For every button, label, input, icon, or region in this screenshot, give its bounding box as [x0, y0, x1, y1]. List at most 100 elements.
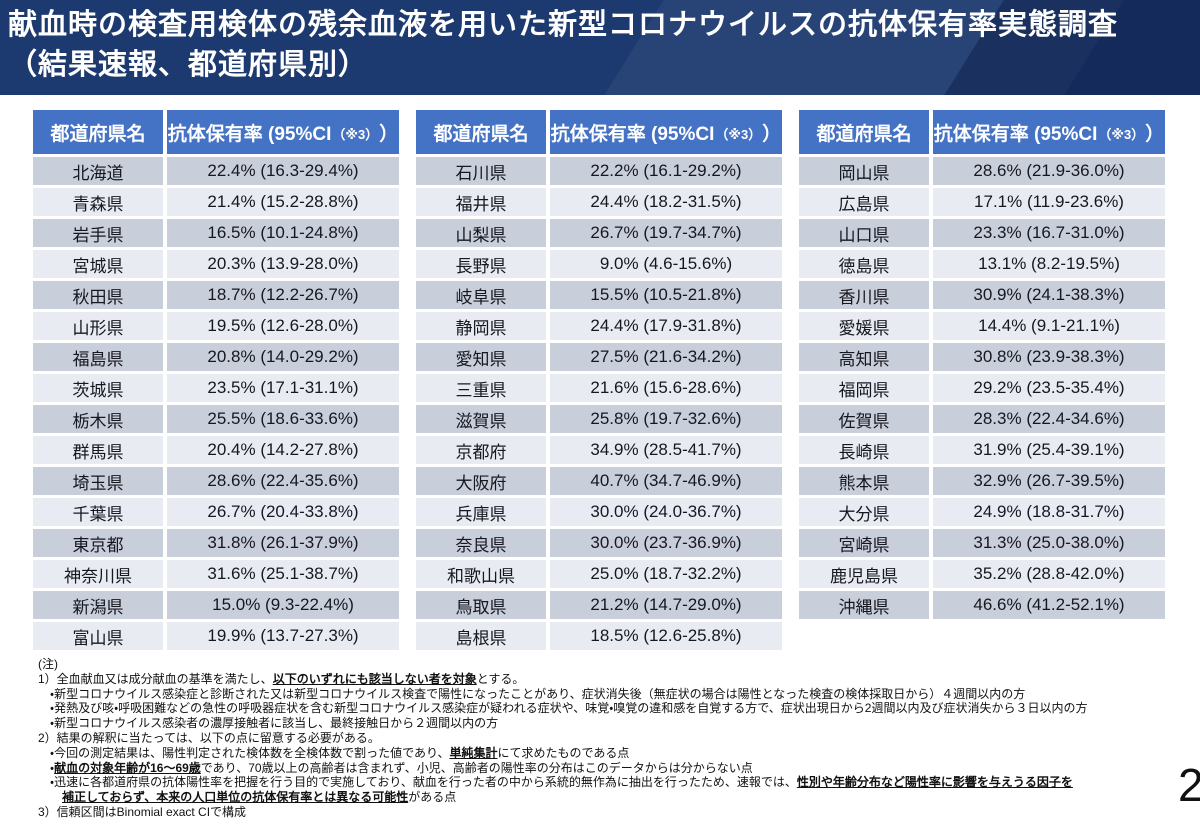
column-header-prefecture: 都道府県名: [799, 110, 929, 154]
antibody-rate-cell: 23.5% (17.1-31.1%): [167, 374, 399, 402]
note-text-emphasized: 献血の対象年齢が16～69歳: [54, 760, 201, 775]
antibody-rate-cell: 40.7% (34.7-46.9%): [550, 467, 782, 495]
prefecture-name-cell: 青森県: [33, 188, 163, 216]
antibody-rate-cell: 29.2% (23.5-35.4%): [933, 374, 1165, 402]
rate-header-text: 抗体保有率 (95%CI: [550, 123, 715, 145]
antibody-rate-cell: 9.0% (4.6-15.6%): [550, 250, 782, 278]
table-row: 青森県 21.4% (15.2-28.8%): [33, 188, 399, 216]
rate-header-footnote-ref: （※3）: [332, 126, 379, 142]
table-row: 埼玉県 28.6% (22.4-35.6%): [33, 467, 399, 495]
table-row: 北海道 22.4% (16.3-29.4%): [33, 157, 399, 185]
antibody-rate-cell: 23.3% (16.7-31.0%): [933, 219, 1165, 247]
page-number: 2: [1178, 759, 1200, 811]
prefecture-name-cell: 山梨県: [416, 219, 546, 247]
column-header-antibody-rate: 抗体保有率 (95%CI （※3））: [933, 110, 1165, 154]
table-group: 都道府県名 抗体保有率 (95%CI （※3）） 石川県 22.2% (16.1-…: [416, 110, 782, 650]
note-line: ・迅速に各都道府県の抗体陽性率を把握を行う目的で実施しており、献血を行った者の中…: [0, 775, 1180, 790]
prefecture-name-cell: 鹿児島県: [799, 560, 929, 588]
table-row: 岡山県 28.6% (21.9-36.0%): [799, 157, 1165, 185]
prefecture-name-cell: 宮崎県: [799, 529, 929, 557]
note-text-emphasized: 以下のいずれにも該当しない者を対象: [272, 671, 477, 686]
table-row: 兵庫県 30.0% (24.0-36.7%): [416, 498, 782, 526]
prefecture-name-cell: 岐阜県: [416, 281, 546, 309]
prefecture-name-cell: 鳥取県: [416, 591, 546, 619]
note-line: 2）結果の解釈に当たっては、以下の点に留意する必要がある。: [0, 731, 1180, 746]
note-line: ・新型コロナウイルス感染者の濃厚接触者に該当し、最終接触日から２週間以内の方: [0, 716, 1180, 731]
prefecture-name-cell: 北海道: [33, 157, 163, 185]
prefecture-name-cell: 愛媛県: [799, 312, 929, 340]
table-row: 群馬県 20.4% (14.2-27.8%): [33, 436, 399, 464]
prefecture-name-cell: 新潟県: [33, 591, 163, 619]
antibody-rate-cell: 21.6% (15.6-28.6%): [550, 374, 782, 402]
antibody-rate-cell: 30.8% (23.9-38.3%): [933, 343, 1165, 371]
antibody-rate-cell: 21.2% (14.7-29.0%): [550, 591, 782, 619]
table-row: 徳島県 13.1% (8.2-19.5%): [799, 250, 1165, 278]
antibody-rate-cell: 25.0% (18.7-32.2%): [550, 560, 782, 588]
table-row: 山口県 23.3% (16.7-31.0%): [799, 219, 1165, 247]
table-row: 和歌山県 25.0% (18.7-32.2%): [416, 560, 782, 588]
prefecture-name-cell: 大分県: [799, 498, 929, 526]
table-group: 都道府県名 抗体保有率 (95%CI （※3）） 北海道 22.4% (16.3-…: [33, 110, 399, 650]
page-title-line1: 献血時の検査用検体の残余血液を用いた新型コロナウイルスの抗体保有率実態調査: [8, 9, 1119, 41]
antibody-rate-cell: 15.5% (10.5-21.8%): [550, 281, 782, 309]
antibody-rate-cell: 22.2% (16.1-29.2%): [550, 157, 782, 185]
prefecture-name-cell: 大阪府: [416, 467, 546, 495]
table-body: 石川県 22.2% (16.1-29.2%) 福井県 24.4% (18.2-3…: [416, 154, 782, 650]
table-row: 高知県 30.8% (23.9-38.3%): [799, 343, 1165, 371]
note-text: 1）全血献血又は成分献血の基準を満たし、: [38, 671, 273, 686]
antibody-rate-cell: 31.8% (26.1-37.9%): [167, 529, 399, 557]
table-row: 千葉県 26.7% (20.4-33.8%): [33, 498, 399, 526]
antibody-rate-cell: 20.8% (14.0-29.2%): [167, 343, 399, 371]
antibody-rate-cell: 31.3% (25.0-38.0%): [933, 529, 1165, 557]
prefecture-name-cell: 千葉県: [33, 498, 163, 526]
column-header-prefecture: 都道府県名: [33, 110, 163, 154]
note-text-emphasized: 性別や年齢分布など陽性率に影響を与えうる因子を: [796, 775, 1073, 790]
table-row: 大分県 24.9% (18.8-31.7%): [799, 498, 1165, 526]
prefecture-name-cell: 沖縄県: [799, 591, 929, 619]
prefecture-name-cell: 神奈川県: [33, 560, 163, 588]
prefecture-name-cell: 佐賀県: [799, 405, 929, 433]
antibody-rate-cell: 24.4% (17.9-31.8%): [550, 312, 782, 340]
note-text: ・発熱及び咳・呼吸困難などの急性の呼吸器症状を含む新型コロナウイルス感染症が疑わ…: [50, 701, 1088, 716]
prefecture-name-cell: 三重県: [416, 374, 546, 402]
prefecture-name-cell: 福井県: [416, 188, 546, 216]
antibody-rate-cell: 28.6% (22.4-35.6%): [167, 467, 399, 495]
antibody-rate-cell: 30.9% (24.1-38.3%): [933, 281, 1165, 309]
antibody-rate-cell: 20.3% (13.9-28.0%): [167, 250, 399, 278]
table-row: 滋賀県 25.8% (19.7-32.6%): [416, 405, 782, 433]
antibody-rate-cell: 25.5% (18.6-33.6%): [167, 405, 399, 433]
table-row: 熊本県 32.9% (26.7-39.5%): [799, 467, 1165, 495]
note-text: であり、70歳以上の高齢者は含まれず、小児、高齢者の陽性率の分布はこのデータから…: [200, 760, 753, 775]
prefecture-name-cell: 岩手県: [33, 219, 163, 247]
table-row: 広島県 17.1% (11.9-23.6%): [799, 188, 1165, 216]
table-row: 宮城県 20.3% (13.9-28.0%): [33, 250, 399, 278]
note-text: ・新型コロナウイルス感染症と診断された又は新型コロナウイルス検査で陽性になったこ…: [50, 686, 1026, 701]
antibody-rate-cell: 16.5% (10.1-24.8%): [167, 219, 399, 247]
antibody-rate-cell: 30.0% (23.7-36.9%): [550, 529, 782, 557]
antibody-rate-cell: 18.5% (12.6-25.8%): [550, 622, 782, 650]
table-row: 宮崎県 31.3% (25.0-38.0%): [799, 529, 1165, 557]
note-line: ・献血の対象年齢が16～69歳であり、70歳以上の高齢者は含まれず、小児、高齢者…: [0, 761, 1180, 776]
note-line: 補正しておらず、本来の人口単位の抗体保有率とは異なる可能性がある点: [0, 790, 1180, 805]
title-banner: 献血時の検査用検体の残余血液を用いた新型コロナウイルスの抗体保有率実態調査 （結果…: [0, 0, 1200, 95]
prefecture-name-cell: 愛知県: [416, 343, 546, 371]
prefecture-name-cell: 茨城県: [33, 374, 163, 402]
antibody-rate-cell: 19.9% (13.7-27.3%): [167, 622, 399, 650]
prefecture-name-cell: 滋賀県: [416, 405, 546, 433]
table-row: 山形県 19.5% (12.6-28.0%): [33, 312, 399, 340]
prefecture-name-cell: 群馬県: [33, 436, 163, 464]
table-row: 茨城県 23.5% (17.1-31.1%): [33, 374, 399, 402]
antibody-rate-cell: 31.6% (25.1-38.7%): [167, 560, 399, 588]
prefecture-name-cell: 福岡県: [799, 374, 929, 402]
rate-header-close-paren: ）: [379, 123, 399, 145]
table-row: 佐賀県 28.3% (22.4-34.6%): [799, 405, 1165, 433]
notes-section: (注) 1）全血献血又は成分献血の基準を満たし、以下のいずれにも該当しない者を対象…: [0, 657, 1180, 820]
table-row: 静岡県 24.4% (17.9-31.8%): [416, 312, 782, 340]
antibody-rate-cell: 27.5% (21.6-34.2%): [550, 343, 782, 371]
prefecture-name-cell: 島根県: [416, 622, 546, 650]
rate-header-text: 抗体保有率 (95%CI: [167, 123, 332, 145]
prefecture-name-cell: 栃木県: [33, 405, 163, 433]
prefecture-name-cell: 山口県: [799, 219, 929, 247]
table-row: 奈良県 30.0% (23.7-36.9%): [416, 529, 782, 557]
antibody-rate-cell: 19.5% (12.6-28.0%): [167, 312, 399, 340]
